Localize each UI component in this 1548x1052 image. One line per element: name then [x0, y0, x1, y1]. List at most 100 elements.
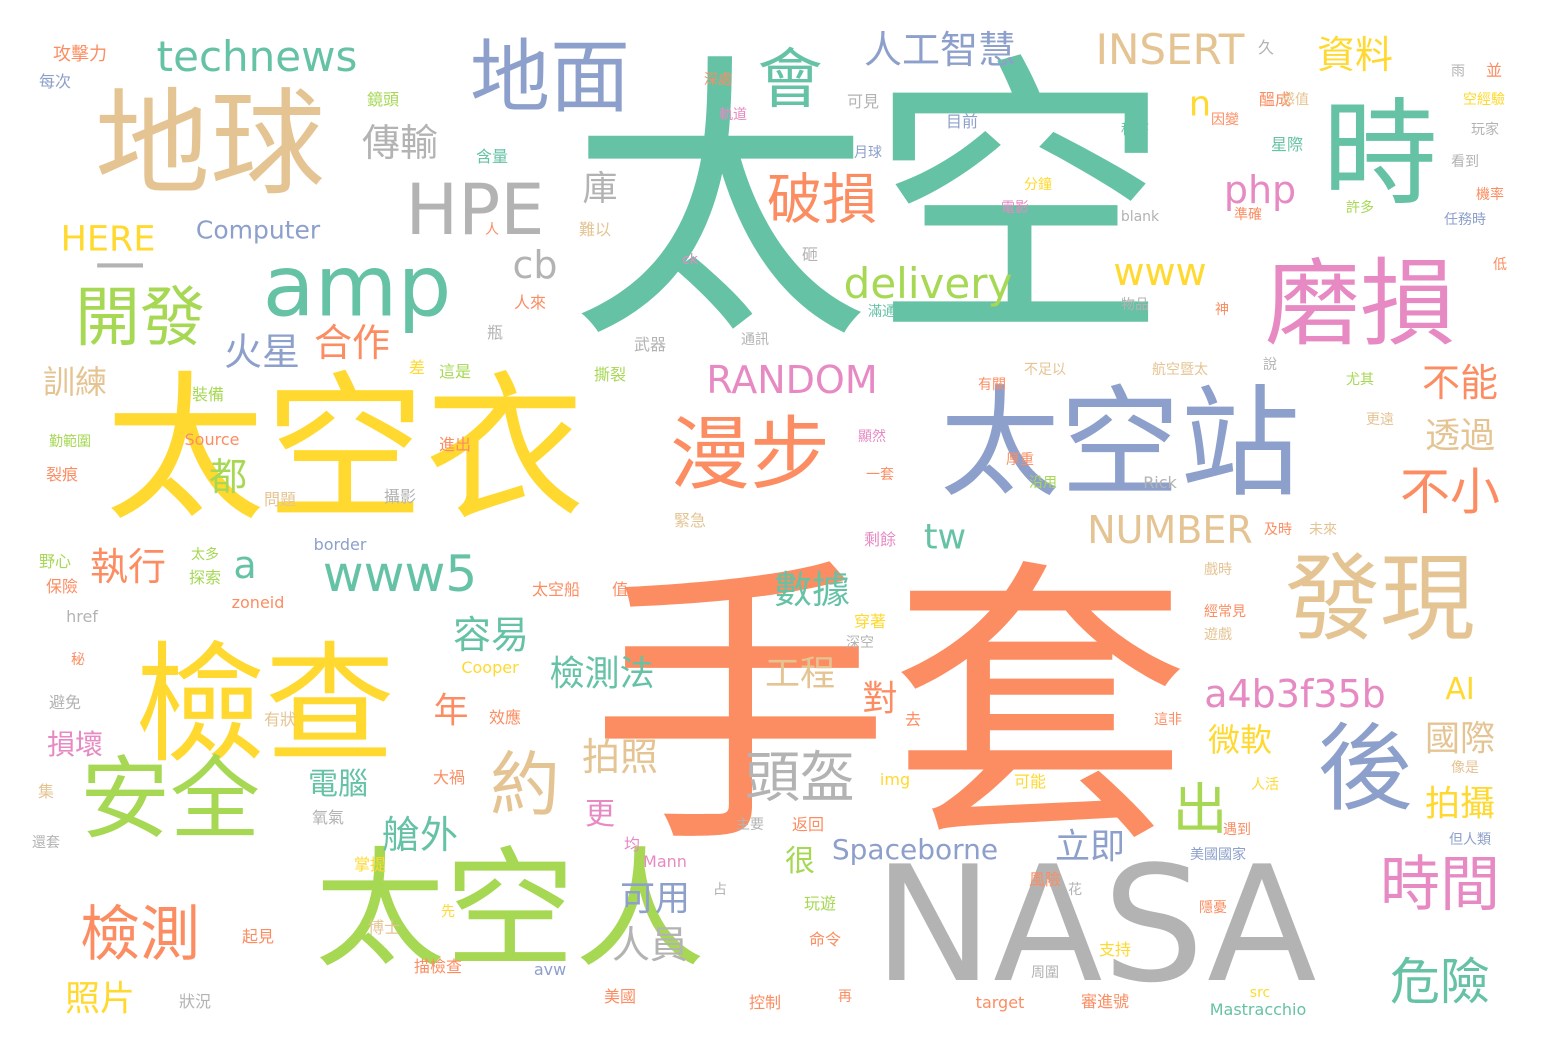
cloud-word: 裝備 — [191, 385, 225, 404]
cloud-word: 鏡頭 — [366, 90, 400, 109]
cloud-word: ck — [682, 252, 698, 268]
cloud-word: 許多 — [1346, 200, 1374, 216]
cloud-word: 滿通 — [868, 304, 896, 320]
cloud-word: Mastracchio — [1209, 1000, 1307, 1019]
cloud-word: delivery — [843, 259, 1013, 308]
cloud-word: 太多 — [191, 547, 219, 563]
cloud-word: 漫步 — [670, 408, 830, 501]
cloud-word: 分鐘 — [1024, 177, 1052, 193]
cloud-word: a — [233, 543, 257, 587]
cloud-word: 合作 — [313, 321, 391, 365]
cloud-word: Computer — [195, 215, 321, 245]
cloud-word: 及時 — [1264, 522, 1292, 538]
cloud-word: 起見 — [241, 927, 275, 946]
cloud-word: 有關 — [978, 377, 1006, 393]
cloud-word: href — [66, 607, 98, 626]
cloud-word: 這非 — [1154, 712, 1182, 728]
cloud-word: 效應 — [488, 708, 522, 727]
cloud-word: 遇到 — [1223, 822, 1251, 838]
cloud-word: 這是 — [438, 362, 472, 381]
cloud-word: 準確 — [1234, 207, 1262, 223]
cloud-word: 星際 — [1270, 135, 1304, 154]
cloud-word: 容易 — [452, 613, 530, 657]
cloud-word: 太空站 — [940, 375, 1300, 514]
cloud-word: 主要 — [736, 817, 764, 833]
cloud-word: 安全 — [80, 747, 260, 852]
cloud-word: HERE — [60, 219, 156, 260]
cloud-word: 神 — [1215, 302, 1229, 318]
cloud-word: 集 — [37, 782, 55, 801]
cloud-word: 不能 — [1421, 361, 1499, 405]
cloud-word: 檢查 — [134, 629, 396, 781]
cloud-word: 手套 — [590, 535, 1190, 884]
cloud-word: 程序 — [1121, 122, 1149, 138]
cloud-word: 因變 — [1211, 112, 1239, 128]
cloud-word: zoneid — [231, 593, 285, 612]
cloud-word: 會 — [757, 42, 823, 118]
cloud-word: 裂痕 — [45, 465, 79, 484]
cloud-word: 很 — [785, 844, 815, 879]
cloud-word: 經常見 — [1204, 604, 1246, 620]
cloud-word: 武器 — [633, 335, 667, 354]
cloud-word: 再 — [838, 989, 852, 1005]
cloud-word: 一套 — [866, 467, 894, 483]
cloud-word: 問題 — [263, 490, 297, 509]
cloud-word: NUMBER — [1087, 508, 1253, 552]
cloud-word: 戲時 — [1204, 562, 1232, 578]
cloud-word: 物品 — [1121, 297, 1149, 313]
cloud-word: 緊急 — [673, 511, 707, 530]
cloud-word: 透過 — [1424, 416, 1496, 457]
cloud-word: 命令 — [808, 930, 842, 949]
cloud-word: tw — [923, 517, 967, 558]
cloud-word: 太空衣 — [104, 356, 586, 543]
cloud-word: 人 — [485, 222, 499, 238]
cloud-word: 危險 — [1390, 953, 1490, 1011]
cloud-word: 均 — [623, 835, 641, 854]
cloud-word: 剩餘 — [863, 530, 897, 549]
cloud-word: 照片 — [64, 979, 136, 1020]
cloud-word: 值 — [611, 580, 629, 599]
cloud-word: border — [313, 535, 367, 554]
cloud-word: 任務時 — [1444, 212, 1486, 228]
cloud-word: 目前 — [945, 112, 979, 131]
cloud-word: 隱憂 — [1199, 900, 1227, 916]
cloud-word: 機率 — [1476, 187, 1504, 203]
cloud-word: 都 — [208, 455, 248, 499]
cloud-word: 軌道 — [719, 107, 747, 123]
cloud-word: Spaceborne — [831, 833, 999, 866]
cloud-word: 磨損 — [1264, 249, 1456, 360]
cloud-word: 攝影 — [383, 487, 417, 506]
cloud-word: 空經驗 — [1463, 92, 1505, 108]
cloud-word: alt — [913, 307, 931, 323]
cloud-word: 花 — [1068, 882, 1082, 898]
cloud-word: 狀況 — [178, 992, 212, 1011]
cloud-word: 掃 — [736, 580, 754, 599]
cloud-word: 每次 — [38, 72, 72, 91]
cloud-word: 博士 — [367, 918, 401, 937]
cloud-word: 拍攝 — [1424, 784, 1496, 825]
cloud-word: 微軟 — [1207, 721, 1273, 759]
cloud-word: 約 — [490, 744, 560, 826]
cloud-word: 有狀 — [263, 710, 297, 729]
cloud-word: 未來 — [1309, 522, 1337, 538]
cloud-word: 破損 — [766, 167, 878, 232]
cloud-word: 執行 — [89, 545, 167, 589]
cloud-word: 資料 — [1316, 33, 1394, 77]
cloud-word: 檢測 — [80, 900, 200, 970]
cloud-word: amp — [262, 237, 452, 337]
cloud-word: blank — [1120, 209, 1160, 225]
cloud-word: 審進號 — [1080, 992, 1130, 1011]
cloud-word: 深空 — [846, 635, 874, 651]
cloud-word: 地面 — [470, 31, 630, 124]
cloud-word: 火星 — [223, 330, 301, 374]
cloud-word: 探索 — [188, 568, 222, 587]
cloud-word: 立即 — [1054, 827, 1126, 868]
cloud-word: 電影 — [1001, 200, 1029, 216]
cloud-word: 說 — [1263, 357, 1277, 373]
cloud-word: n — [1188, 84, 1212, 125]
cloud-word: 數據 — [773, 568, 851, 612]
cloud-word: Cooper — [461, 658, 519, 677]
cloud-word: 太空人 — [314, 834, 706, 986]
cloud-word: 拍照 — [581, 735, 659, 779]
